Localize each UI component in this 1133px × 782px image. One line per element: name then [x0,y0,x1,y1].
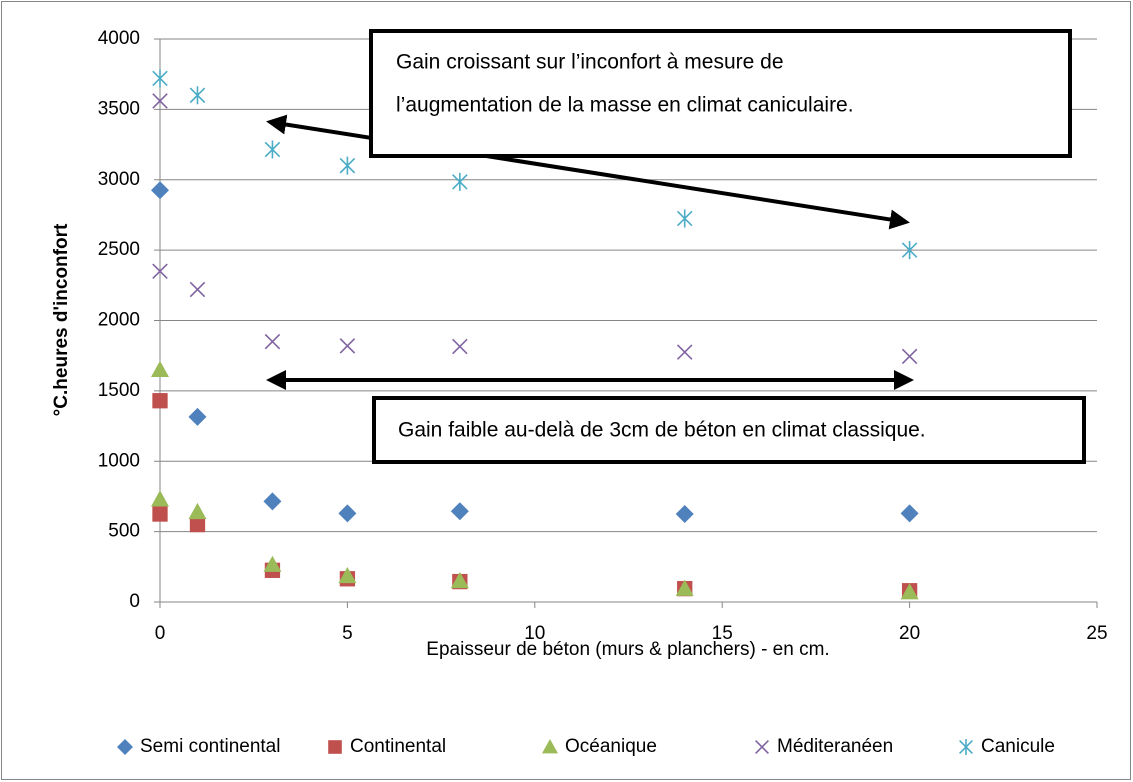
annotation: Gain faible au-delà de 3cm de béton en c… [398,419,926,442]
y-tick-label: 3000 [98,169,140,190]
x-tick-label: 10 [524,623,545,644]
marker [151,490,169,507]
marker [152,93,168,109]
y-tick-label: 4000 [98,28,140,49]
legend-label: Océanique [565,736,657,757]
marker [450,502,469,521]
marker [152,393,168,409]
marker [959,739,973,755]
marker [339,338,356,354]
marker [450,571,469,589]
marker [189,516,206,533]
x-axis-label: Epaisseur de béton (murs & planchers) - … [426,639,829,660]
marker [900,583,919,600]
marker [338,566,357,584]
marker [542,739,558,754]
annotation-box [372,396,1086,464]
y-tick-label: 2500 [98,239,140,260]
legend-label: Méditeranéen [777,736,893,757]
marker [901,241,918,260]
marker [675,505,694,524]
marker [676,344,693,360]
x-tick-label: 15 [712,623,733,644]
marker [328,740,342,754]
x-tick-label: 20 [899,623,920,644]
annotation: l’augmentation de la masse en climat can… [396,94,854,117]
marker [151,360,169,377]
y-tick-label: 1000 [98,450,140,471]
marker [901,348,918,365]
legend-label: Continental [350,736,446,757]
x-tick-label: 5 [342,623,353,644]
marker [264,333,281,350]
annotation: Gain croissant sur l’inconfort à mesure … [396,51,784,74]
marker [338,504,357,523]
marker [117,739,133,755]
marker [151,181,169,200]
x-tick-label: 0 [155,623,166,644]
y-tick-label: 500 [108,521,140,542]
legend-label: Semi continental [140,736,280,757]
marker [188,502,207,520]
legend-label: Canicule [981,736,1055,757]
y-tick-label: 2000 [98,310,140,331]
marker [152,263,168,280]
marker [452,338,468,355]
marker [755,740,769,754]
marker [900,504,919,523]
y-tick-label: 3500 [98,98,140,119]
marker [263,555,282,572]
marker [152,506,168,522]
marker [188,407,207,426]
marker [675,579,694,596]
y-axis-label: °C.heures d'inconfort [51,223,72,416]
marker [152,69,168,88]
marker [263,492,282,511]
y-tick-label: 1500 [98,380,140,401]
x-tick-label: 25 [1086,623,1107,644]
marker [189,281,206,298]
marker [189,86,206,105]
annotation-box [369,29,1072,158]
y-tick-label: 0 [129,591,140,612]
